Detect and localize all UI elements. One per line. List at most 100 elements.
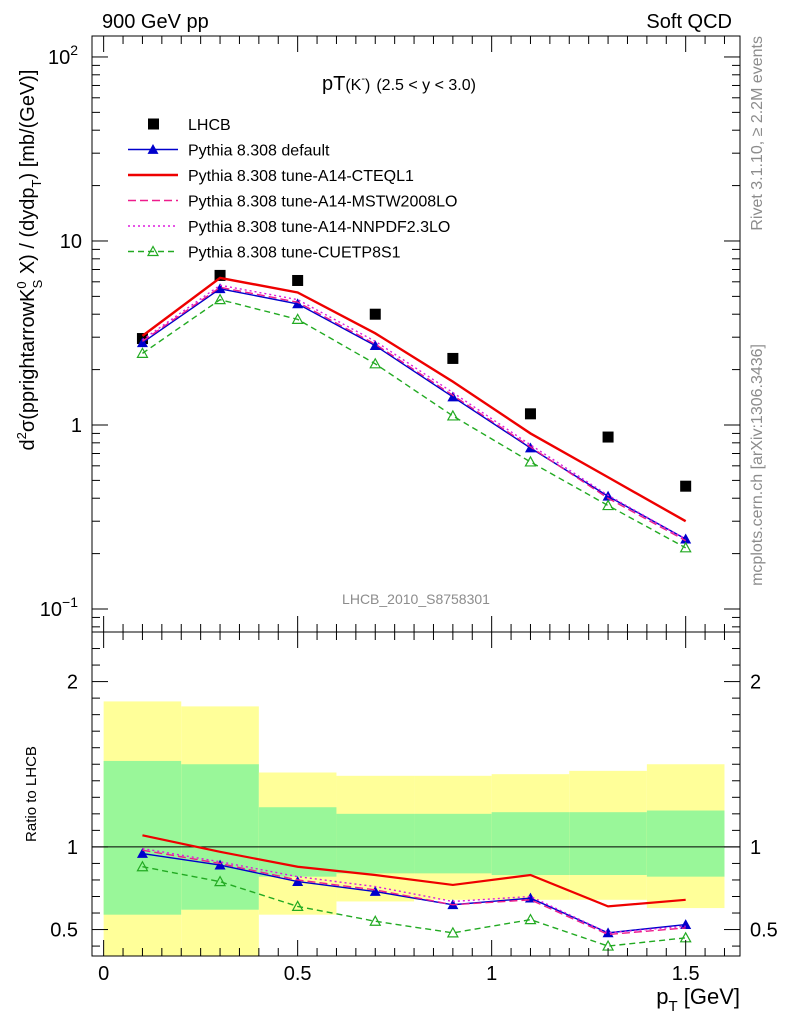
legend-item-1: Pythia 8.308 default bbox=[128, 143, 330, 160]
legend-marker bbox=[146, 245, 160, 257]
ratio-x-tick-label: 1.5 bbox=[672, 963, 700, 985]
series-marker bbox=[292, 298, 304, 309]
ratio-y-tick-label: 0.5 bbox=[50, 920, 78, 942]
series-marker bbox=[136, 337, 148, 348]
series-marker bbox=[214, 293, 227, 305]
rivet-label: Rivet 3.1.10, ≥ 2.2M events bbox=[749, 36, 766, 231]
title-sup: - bbox=[361, 73, 365, 85]
ratio-x-tick-label: 1 bbox=[486, 963, 497, 985]
ylabel-a: d bbox=[17, 439, 39, 450]
ratio-series-marker bbox=[292, 876, 304, 887]
ratio-xlabel: pT [GeV] bbox=[656, 984, 740, 1015]
ylabel-b-sup: 0 bbox=[14, 281, 29, 288]
series-marker bbox=[369, 357, 382, 369]
series-marker bbox=[136, 347, 149, 358]
legend-swatch bbox=[148, 118, 159, 130]
series-marker bbox=[369, 340, 381, 351]
ratio-y-tick-label-right: 0.5 bbox=[750, 920, 778, 942]
main-y-tick-label: 10 bbox=[60, 231, 82, 253]
series-2 bbox=[141, 276, 687, 523]
legend-label: Pythia 8.308 tune-A14-MSTW2008LO bbox=[188, 194, 457, 211]
xlabel-unit: [GeV] bbox=[678, 984, 740, 1009]
ratio-ylabel: Ratio to LHCB bbox=[23, 746, 40, 842]
ratio-series-3 bbox=[142, 847, 686, 934]
ratio-series-line bbox=[142, 849, 686, 936]
ratio-series-marker bbox=[524, 913, 537, 925]
legend-label: Pythia 8.308 tune-A14-CTEQL1 bbox=[188, 168, 414, 185]
ratio-series-0 bbox=[136, 848, 692, 938]
legend-label: Pythia 8.308 tune-A14-NNPDF2.3LO bbox=[188, 219, 450, 236]
main-panel: 102 10 1 10−1 pT(K-) (2.5 < y < 3.0) d2σ(ppr… bbox=[14, 35, 741, 633]
legend-item-3: Pythia 8.308 tune-A14-MSTW2008LO bbox=[128, 194, 457, 211]
ratio-series-marker bbox=[214, 859, 226, 870]
title-range: (2.5 < y < 3.0) bbox=[376, 77, 476, 94]
plot-title: pT(K-) (2.5 < y < 3.0) bbox=[322, 73, 476, 95]
inner-band bbox=[491, 812, 570, 875]
series-marker bbox=[447, 391, 459, 402]
ratio-series-marker bbox=[291, 900, 304, 912]
ratio-series-marker bbox=[369, 915, 382, 926]
series-marker bbox=[680, 533, 692, 544]
data-point bbox=[602, 431, 614, 443]
inner-band bbox=[414, 813, 492, 874]
legend-item-0: LHCB bbox=[148, 117, 231, 134]
series-line bbox=[141, 276, 687, 523]
main-axis-ticks: 102 10 1 10−1 bbox=[40, 36, 740, 632]
data-point bbox=[214, 269, 226, 281]
inner-band bbox=[646, 810, 725, 877]
series-marker bbox=[214, 283, 226, 294]
legend-item-4: Pythia 8.308 tune-A14-NNPDF2.3LO bbox=[128, 219, 450, 236]
series-line bbox=[142, 288, 687, 540]
ratio-series-marker bbox=[446, 926, 459, 938]
inner-band bbox=[181, 764, 259, 910]
legend-label: LHCB bbox=[188, 117, 231, 134]
ylabel-b-sub: S bbox=[30, 279, 45, 288]
ratio-series-marker bbox=[136, 848, 148, 858]
title-particle: (K bbox=[345, 77, 361, 94]
data-point bbox=[369, 308, 381, 320]
ratio-y-tick-label-right: 1 bbox=[750, 837, 761, 859]
main-y-tick-label: 1 bbox=[71, 415, 82, 437]
legend-label: Pythia 8.308 default bbox=[188, 143, 330, 160]
inner-band bbox=[336, 813, 415, 874]
title-main: pT bbox=[322, 73, 345, 95]
ylabel-a-sup: 2 bbox=[14, 432, 29, 439]
ratio-panel: 2 2 1 1 0.5 0.5 0 0.5 1 1.5 Ratio to LHCB pT [GeV… bbox=[23, 631, 778, 1015]
legend-label: Pythia 8.308 tune-CUETP8S1 bbox=[188, 245, 401, 262]
ratio-series-2 bbox=[142, 849, 686, 936]
ratio-x-tick-label: 0 bbox=[98, 963, 109, 985]
xlabel-sub: T bbox=[668, 998, 677, 1015]
ratio-series-marker bbox=[680, 919, 692, 929]
header-left: 900 GeV pp bbox=[102, 11, 209, 33]
ratio-y-tick-label: 2 bbox=[67, 672, 78, 694]
main-ylabel: d2σ(pprightarrowK0S X) / (dydpT) [mb/(Ge… bbox=[14, 69, 45, 450]
analysis-tag: LHCB_2010_S8758301 bbox=[342, 591, 490, 607]
series-1 bbox=[136, 283, 692, 544]
ratio-series-line bbox=[142, 866, 686, 947]
series-marker bbox=[679, 541, 692, 553]
series-5 bbox=[136, 293, 692, 553]
series-line bbox=[142, 298, 687, 549]
series-marker bbox=[291, 313, 304, 324]
data-point bbox=[680, 480, 692, 492]
series-4 bbox=[142, 284, 687, 540]
series-line bbox=[142, 284, 687, 540]
title-close: ) bbox=[365, 77, 370, 94]
legend-item-2: Pythia 8.308 tune-A14-CTEQL1 bbox=[128, 168, 414, 185]
series-marker bbox=[524, 455, 537, 467]
main-y-tick-label: 102 bbox=[48, 42, 78, 69]
ylabel-b: σ(pprightarrowK bbox=[17, 288, 39, 432]
legend: LHCB Pythia 8.308 default Pythia 8.308 tun… bbox=[128, 117, 457, 262]
ratio-uncertainty-bands bbox=[103, 701, 725, 956]
series-marker bbox=[602, 499, 615, 511]
inner-band bbox=[103, 760, 182, 915]
ratio-y-tick-label: 1 bbox=[67, 837, 78, 859]
ylabel-d: ) [mb/(GeV)] bbox=[17, 69, 39, 179]
data-point bbox=[524, 408, 536, 420]
ratio-series-line bbox=[142, 834, 686, 908]
ratio-series-marker bbox=[214, 875, 227, 887]
ratio-x-tick-label: 0.5 bbox=[284, 963, 312, 985]
ratio-series-line bbox=[142, 852, 686, 934]
ratio-series bbox=[136, 834, 692, 951]
